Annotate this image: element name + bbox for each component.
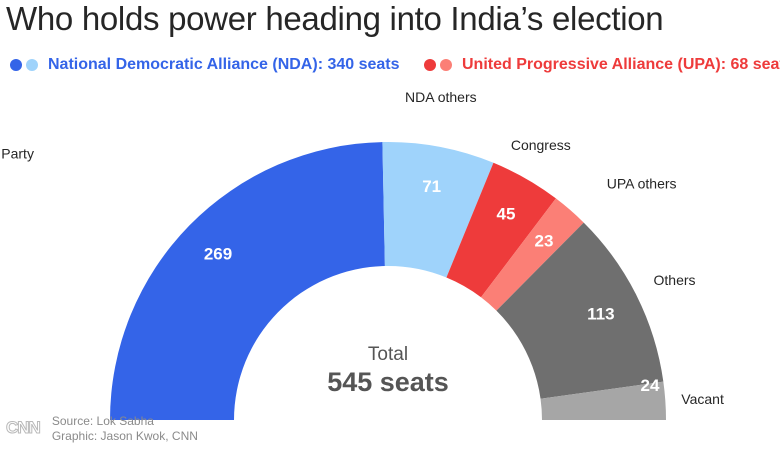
- legend-nda-swatch-others: [26, 59, 38, 71]
- center-total-label: Total: [368, 344, 408, 365]
- legend-upa-swatch-others: [440, 59, 452, 71]
- name-label-vacant: Vacant: [681, 391, 724, 407]
- value-label-vacant: 24: [641, 376, 660, 395]
- chart-title: Who holds power heading into India’s ele…: [6, 0, 664, 37]
- graphic-credit: Graphic: Jason Kwok, CNN: [51, 429, 198, 443]
- name-label-congress: Congress: [511, 137, 571, 153]
- legend-upa-label: United Progressive Alliance (UPA): 68 se…: [462, 56, 780, 73]
- value-label-others: 113: [587, 304, 614, 323]
- segment-nda-others: [382, 142, 494, 278]
- value-label-upa-others: 23: [535, 231, 554, 250]
- name-label-others: Others: [654, 272, 696, 288]
- name-label-upa-others: UPA others: [607, 175, 677, 191]
- segment-congress: [446, 162, 556, 298]
- chart-value-labels: 269 71 45 23 113 24: [204, 177, 660, 395]
- name-label-nda-others: NDA others: [405, 89, 477, 105]
- footer: CNN Source: Lok Sabha Graphic: Jason Kwo…: [6, 414, 198, 444]
- legend-upa-swatch-congress: [424, 59, 436, 71]
- footer-credits: Source: Lok Sabha Graphic: Jason Kwok, C…: [52, 414, 198, 444]
- value-label-congress: 45: [497, 204, 516, 223]
- value-label-nda-others: 71: [422, 177, 441, 196]
- chart-name-labels: Bharatiya Janata Party NDA others Congress…: [0, 89, 724, 407]
- legend-nda-label: National Democratic Alliance (NDA): 340 …: [48, 56, 400, 73]
- cnn-logo: CNN: [6, 418, 42, 438]
- segment-others: [496, 222, 664, 399]
- segment-upa-others: [481, 198, 584, 311]
- legend-upa-swatches: [424, 59, 456, 71]
- legend-nda-swatch-bjp: [10, 59, 22, 71]
- value-label-bharatiya-janata-party: 269: [204, 244, 232, 263]
- chart-segments: [110, 142, 666, 420]
- name-label-bharatiya-janata-party: Bharatiya Janata Party: [0, 145, 34, 161]
- segment-vacant: [540, 381, 666, 420]
- legend-nda-swatches: [10, 59, 42, 71]
- legend-upa: United Progressive Alliance (UPA): 68 se…: [424, 54, 780, 76]
- segment-bharatiya-janata-party: [110, 142, 385, 420]
- center-total-value: 545 seats: [327, 367, 449, 397]
- legend-nda: National Democratic Alliance (NDA): 340 …: [10, 54, 400, 76]
- source-text: Source: Lok Sabha: [51, 414, 154, 428]
